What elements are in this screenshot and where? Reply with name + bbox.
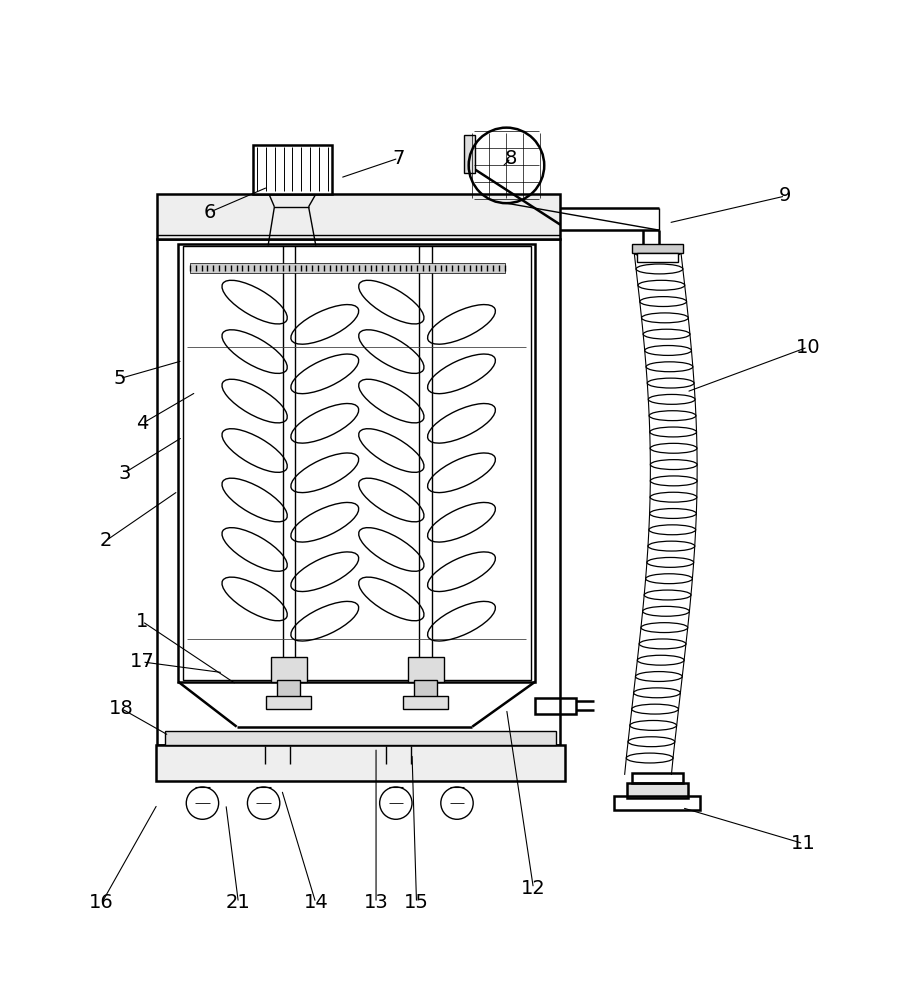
Bar bbox=[157, 194, 560, 239]
Text: 4: 4 bbox=[136, 414, 148, 433]
Bar bbox=[535, 698, 576, 714]
Bar bbox=[178, 244, 535, 682]
Text: 21: 21 bbox=[226, 893, 251, 912]
Text: 8: 8 bbox=[505, 149, 517, 168]
Bar bbox=[414, 680, 437, 698]
Bar bbox=[407, 657, 443, 682]
Text: 9: 9 bbox=[779, 186, 792, 205]
Text: 10: 10 bbox=[795, 338, 820, 357]
Text: 13: 13 bbox=[364, 893, 388, 912]
Text: 3: 3 bbox=[118, 464, 130, 483]
Text: 18: 18 bbox=[110, 699, 134, 718]
Text: 17: 17 bbox=[129, 652, 155, 671]
Bar bbox=[627, 783, 688, 798]
Text: 14: 14 bbox=[303, 893, 329, 912]
Text: 7: 7 bbox=[393, 149, 405, 168]
Bar bbox=[637, 253, 678, 262]
Bar bbox=[183, 246, 530, 680]
Bar bbox=[157, 239, 560, 745]
Bar bbox=[614, 796, 700, 810]
Bar bbox=[633, 244, 682, 253]
Text: 11: 11 bbox=[791, 834, 815, 853]
Bar bbox=[633, 773, 682, 783]
Bar bbox=[464, 135, 475, 173]
Text: 1: 1 bbox=[136, 612, 148, 631]
Bar bbox=[252, 145, 332, 194]
Bar bbox=[277, 680, 300, 698]
Text: 5: 5 bbox=[113, 369, 126, 388]
Bar bbox=[266, 696, 311, 709]
Bar bbox=[403, 696, 448, 709]
Bar bbox=[190, 263, 505, 273]
Text: 16: 16 bbox=[90, 893, 114, 912]
Text: 6: 6 bbox=[204, 203, 215, 222]
Text: 2: 2 bbox=[100, 531, 112, 550]
Text: 15: 15 bbox=[405, 893, 429, 912]
Bar bbox=[156, 745, 565, 781]
Bar bbox=[271, 657, 307, 682]
Text: 12: 12 bbox=[521, 879, 546, 898]
Bar bbox=[165, 731, 556, 745]
